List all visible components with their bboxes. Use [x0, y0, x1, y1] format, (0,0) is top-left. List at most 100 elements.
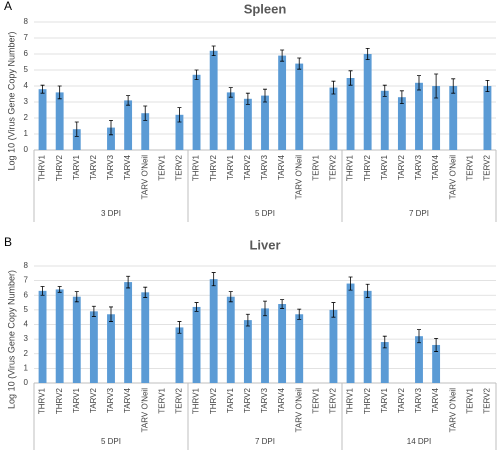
error-bar: [280, 49, 285, 62]
x-tick-label: TARV1: [380, 387, 389, 413]
group-label: 5 DPI: [101, 437, 121, 446]
bar: [107, 314, 115, 383]
x-tick-label: TARV3: [106, 387, 115, 413]
error-bar: [297, 308, 302, 320]
bar: [175, 327, 184, 383]
x-tick-label: TARV3: [414, 154, 423, 180]
bar: [55, 289, 64, 383]
x-tick-label: TARV1: [380, 154, 389, 180]
error-bar: [280, 299, 285, 309]
y-tick-label: 6: [24, 290, 29, 299]
y-tick-label: 5: [24, 305, 29, 314]
x-tick-label: THRV1: [38, 154, 47, 181]
error-bar: [245, 313, 250, 327]
x-tick-label: THRV1: [346, 154, 355, 181]
error-bar: [417, 329, 421, 344]
x-tick-label: TARV2: [397, 154, 406, 180]
error-bar: [245, 92, 250, 105]
bar: [226, 296, 235, 383]
bar: [175, 114, 184, 150]
bar: [38, 290, 47, 383]
x-tick-label: THRV1: [38, 387, 47, 414]
bar: [346, 283, 355, 383]
y-tick-label: 2: [24, 349, 29, 358]
x-tick-label: TARV3: [414, 387, 423, 413]
error-bar: [434, 337, 439, 352]
bar: [295, 63, 304, 150]
bar: [432, 344, 441, 383]
bar: [346, 78, 355, 150]
error-bar: [365, 283, 370, 298]
error-bar: [126, 275, 131, 289]
bar: [243, 98, 252, 150]
bar: [192, 306, 201, 383]
x-tick-label: TARV1: [72, 154, 81, 180]
error-bar: [331, 302, 336, 318]
error-bar: [263, 88, 267, 103]
x-tick-label: TARV1: [72, 387, 81, 413]
bar: [124, 282, 133, 383]
y-tick-label: 1: [24, 129, 29, 138]
x-tick-label: TARV2: [243, 154, 252, 180]
x-tick-label: TARV4: [431, 154, 440, 180]
error-bar: [228, 291, 233, 303]
x-tick-label: TERV2: [329, 154, 338, 180]
group-label: 7 DPI: [255, 437, 275, 446]
y-tick-label: 0: [24, 378, 29, 387]
x-tick-label: TERV1: [311, 387, 320, 413]
error-bar: [126, 95, 131, 106]
error-bar: [434, 73, 439, 99]
x-tick-label: TARV2: [397, 387, 406, 413]
bar: [55, 92, 64, 150]
group-label: 5 DPI: [255, 209, 275, 218]
x-tick-label: THRV2: [209, 387, 218, 414]
x-tick-label: TERV1: [311, 154, 320, 180]
bar: [363, 290, 372, 383]
y-tick-label: 4: [24, 81, 29, 90]
y-tick-label: 8: [24, 17, 29, 26]
bar: [38, 89, 47, 150]
error-bar: [143, 105, 148, 121]
error-bar: [74, 291, 79, 303]
error-bar: [57, 85, 62, 100]
y-tick-label: 7: [24, 276, 29, 285]
x-tick-label: TERV2: [483, 387, 492, 413]
x-tick-label: TARV3: [260, 387, 269, 413]
bar: [483, 86, 492, 150]
error-bar: [211, 45, 216, 56]
error-bar: [91, 305, 96, 317]
bar: [261, 95, 269, 150]
x-tick-label: TERV1: [157, 387, 166, 413]
group-label: 7 DPI: [409, 209, 429, 218]
bar: [449, 86, 458, 150]
x-tick-label: TARV3: [106, 154, 115, 180]
bar: [192, 74, 201, 150]
error-bar: [40, 286, 45, 296]
y-tick-label: 0: [24, 145, 29, 154]
x-tick-label: TARV4: [123, 154, 132, 180]
bar: [243, 320, 252, 383]
panel-label: A: [4, 0, 12, 13]
error-bar: [382, 84, 387, 97]
error-bar: [228, 87, 233, 98]
y-axis-label: Log 10 (Virus Gene Copy Number): [6, 270, 16, 409]
x-tick-label: THRV1: [346, 387, 355, 414]
x-tick-label: THRV2: [363, 154, 372, 181]
y-tick-label: 2: [24, 113, 29, 122]
error-bar: [399, 90, 404, 104]
error-bar: [331, 80, 336, 95]
bar: [329, 87, 338, 150]
error-bar: [382, 335, 387, 349]
x-tick-label: TARV4: [123, 387, 132, 413]
error-bar: [177, 107, 182, 123]
x-tick-label: TERV2: [483, 154, 492, 180]
bar: [380, 90, 389, 150]
x-tick-label: TARV O'Neil: [294, 388, 303, 433]
error-bar: [365, 48, 370, 60]
x-tick-label: TERV1: [465, 154, 474, 180]
bar: [278, 304, 287, 383]
error-bar: [485, 80, 490, 92]
x-tick-label: TARV4: [277, 154, 286, 180]
bar: [278, 55, 287, 150]
bar: [72, 129, 81, 150]
